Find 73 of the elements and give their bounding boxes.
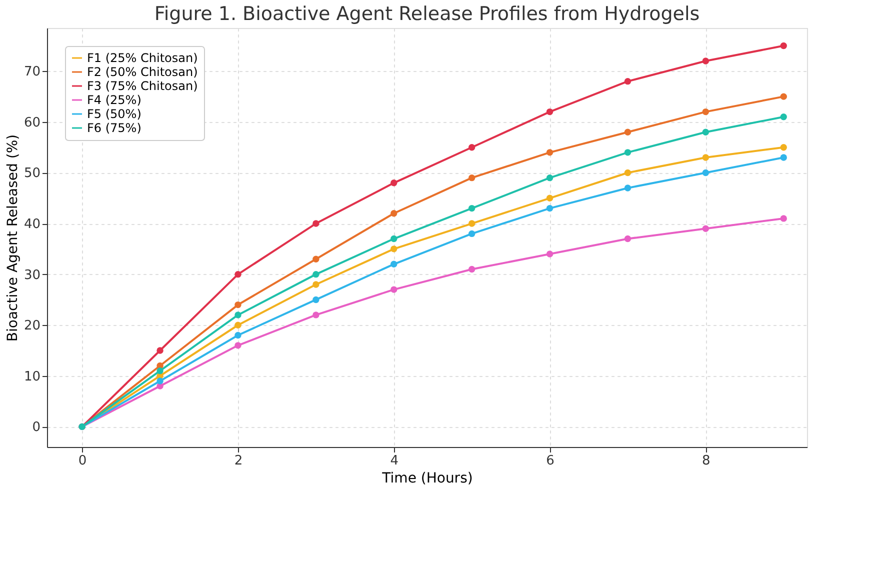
- point: [780, 144, 787, 151]
- point: [234, 301, 242, 308]
- y-tick-label: 50: [24, 166, 40, 182]
- point: [468, 230, 476, 238]
- y-axis-title: Bioactive Agent Released (%): [4, 134, 21, 342]
- point: [624, 149, 632, 156]
- point: [234, 332, 242, 339]
- legend-label: F2 (50% Chitosan): [87, 65, 198, 79]
- y-tick-label: 60: [24, 115, 40, 130]
- point: [624, 184, 632, 192]
- y-tick-label: 30: [24, 268, 40, 283]
- chart-title: Figure 1. Bioactive Agent Release Profiles from Hydrogels: [154, 3, 700, 25]
- legend-label: F1 (25% Chitosan): [87, 51, 198, 65]
- point: [390, 210, 398, 217]
- point: [702, 169, 710, 176]
- y-tick-label: 70: [24, 64, 40, 80]
- point: [780, 154, 787, 161]
- point: [624, 235, 632, 242]
- x-tick-label: 4: [390, 454, 399, 468]
- point: [780, 114, 787, 120]
- x-tick-label: 0: [78, 454, 87, 468]
- point: [624, 169, 632, 176]
- point: [234, 322, 242, 328]
- point: [390, 235, 398, 242]
- point: [702, 154, 710, 161]
- legend-label: F5 (50%): [87, 107, 142, 121]
- point: [468, 144, 476, 151]
- point: [546, 204, 554, 212]
- point: [702, 225, 710, 232]
- point: [156, 378, 164, 384]
- point: [546, 149, 554, 156]
- point: [546, 174, 554, 182]
- point: [234, 312, 242, 318]
- y-tick-label: 20: [24, 318, 40, 334]
- point: [390, 260, 398, 268]
- point: [702, 128, 710, 136]
- legend-label: F4 (25%): [87, 93, 142, 107]
- point: [156, 347, 164, 354]
- point: [780, 42, 787, 50]
- point: [468, 220, 476, 227]
- point: [468, 266, 476, 273]
- point: [546, 250, 554, 258]
- point: [156, 367, 164, 374]
- point: [312, 220, 320, 227]
- y-tick-label: 10: [24, 369, 40, 384]
- point: [312, 296, 320, 304]
- y-tick-label: 40: [24, 217, 40, 232]
- point: [702, 108, 710, 116]
- point: [234, 270, 242, 278]
- point: [312, 256, 320, 262]
- point: [546, 108, 554, 116]
- point: [234, 342, 242, 349]
- point: [624, 78, 632, 85]
- point: [780, 93, 787, 100]
- point: [702, 58, 710, 64]
- point: [390, 180, 398, 186]
- point: [468, 174, 476, 182]
- y-tick-label: 0: [32, 420, 40, 436]
- x-tick-label: 6: [546, 454, 554, 468]
- legend-label: F3 (75% Chitosan): [87, 79, 198, 93]
- point: [390, 246, 398, 252]
- point: [780, 215, 787, 222]
- x-tick-label: 2: [234, 454, 243, 468]
- legend-label: F6 (75%): [87, 121, 142, 135]
- point: [312, 312, 320, 318]
- point: [468, 204, 476, 212]
- point: [390, 286, 398, 293]
- x-tick-label: 8: [702, 454, 710, 468]
- point: [624, 128, 632, 136]
- x-axis-title: Time (Hours): [381, 470, 473, 486]
- point: [312, 270, 320, 278]
- point: [546, 194, 554, 202]
- point: [312, 281, 320, 288]
